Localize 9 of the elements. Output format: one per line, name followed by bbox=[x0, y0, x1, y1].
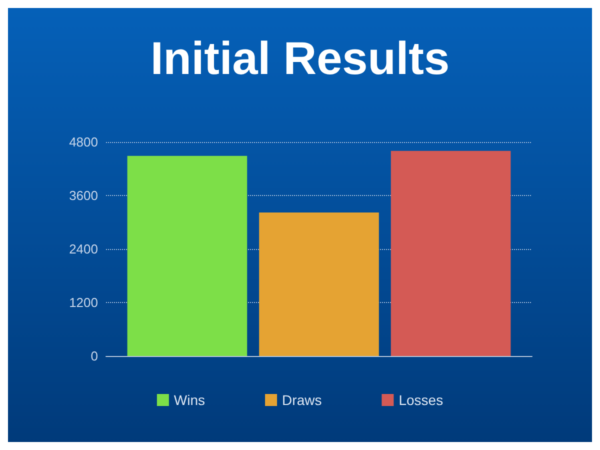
y-tick-label: 2400 bbox=[69, 242, 98, 256]
y-tick-label: 1200 bbox=[69, 295, 98, 310]
legend-label: Draws bbox=[282, 392, 322, 408]
y-tick-label: 3600 bbox=[69, 188, 98, 203]
chart-title: Initial Results bbox=[150, 32, 450, 84]
legend-label: Losses bbox=[398, 392, 444, 408]
y-tick-label: 4800 bbox=[69, 134, 98, 150]
y-tick-label: 0 bbox=[90, 348, 98, 364]
legend-label: Wins bbox=[174, 392, 206, 408]
